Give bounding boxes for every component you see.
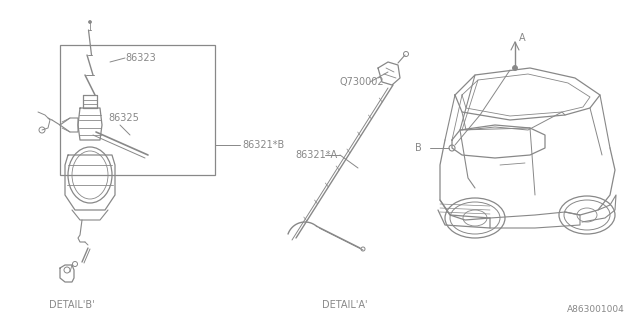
Text: Q730002: Q730002 xyxy=(340,77,385,87)
Circle shape xyxy=(513,66,518,70)
Text: B: B xyxy=(415,143,422,153)
Text: 86321*A: 86321*A xyxy=(295,150,337,160)
Circle shape xyxy=(88,20,92,23)
Text: 86325: 86325 xyxy=(108,113,139,123)
Text: 86323: 86323 xyxy=(125,53,156,63)
Text: A863001004: A863001004 xyxy=(567,306,625,315)
Text: A: A xyxy=(519,33,525,43)
Text: DETAIL'B': DETAIL'B' xyxy=(49,300,95,310)
Bar xyxy=(60,45,215,175)
Text: DETAIL'A': DETAIL'A' xyxy=(323,300,368,310)
Text: 86321*B: 86321*B xyxy=(242,140,284,150)
